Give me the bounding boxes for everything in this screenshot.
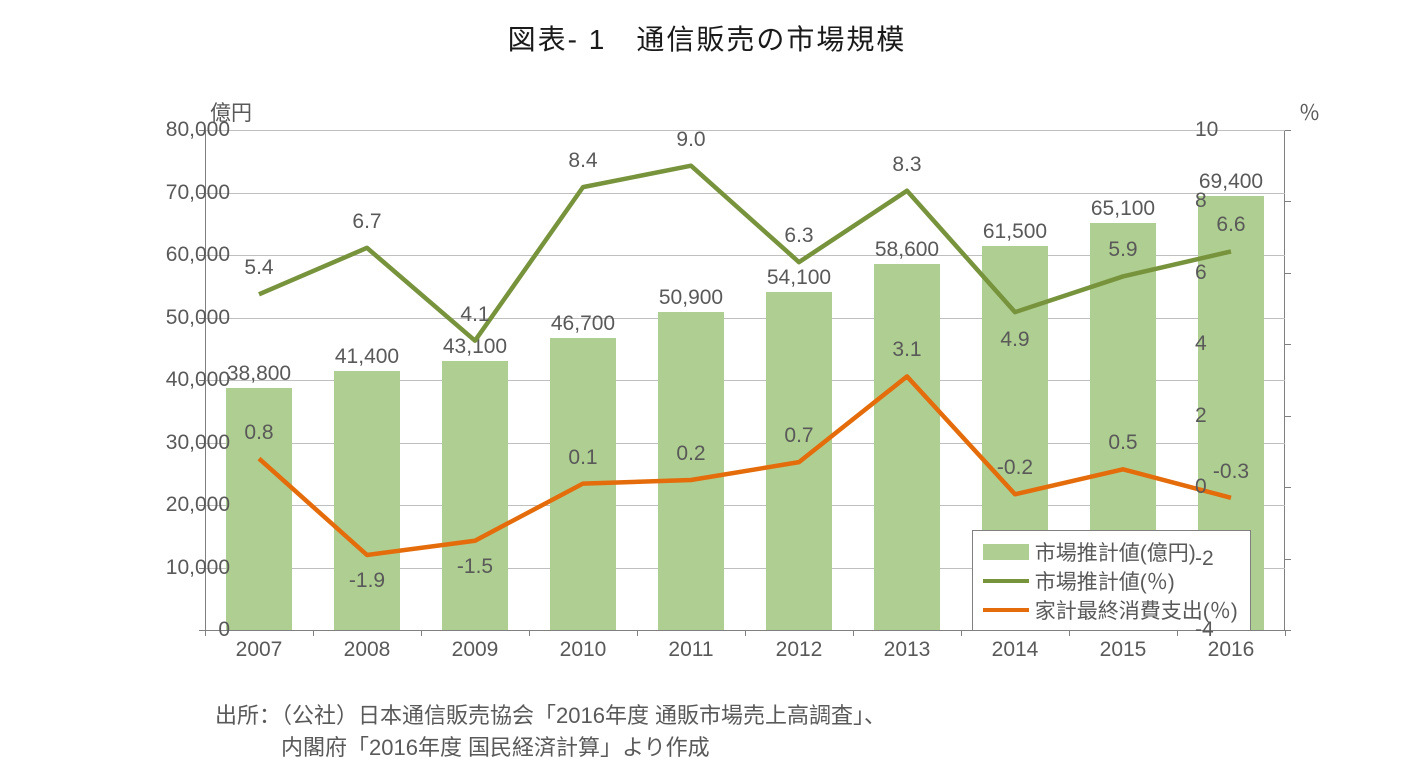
ytick-right-label: 6	[1195, 261, 1245, 285]
legend-line-icon	[983, 608, 1029, 612]
legend-line-icon	[983, 579, 1029, 583]
x-category-label: 2010	[560, 638, 607, 662]
ytick-right-label: 10	[1195, 118, 1245, 142]
right-axis-title: ％	[1299, 97, 1320, 127]
ytick-left-label: 10,000	[130, 556, 230, 580]
tick-mark	[1285, 416, 1291, 417]
ytick-left-label: 30,000	[130, 431, 230, 455]
x-category-label: 2012	[776, 638, 823, 662]
x-category-label: 2007	[236, 638, 283, 662]
ytick-left-label: 70,000	[130, 181, 230, 205]
line-value-label: -1.5	[457, 555, 493, 579]
line-value-label: 0.5	[1108, 431, 1137, 455]
plot-region: 38,800200741,400200843,100200946,7002010…	[205, 130, 1285, 630]
line-value-label: 0.2	[676, 442, 705, 466]
ytick-right-label: 2	[1195, 404, 1245, 428]
ytick-right-label: 8	[1195, 189, 1245, 213]
tick-mark	[529, 630, 530, 636]
tick-mark	[1285, 630, 1286, 636]
ytick-right-label: 4	[1195, 332, 1245, 356]
line-value-label: 3.1	[892, 338, 921, 362]
line-value-label: 6.3	[784, 224, 813, 248]
line-value-label: -1.9	[349, 569, 385, 593]
line-value-label: 5.9	[1108, 238, 1137, 262]
line-series	[259, 376, 1231, 555]
x-category-label: 2015	[1100, 638, 1147, 662]
tick-mark	[1285, 559, 1291, 560]
line-value-label: 0.1	[568, 446, 597, 470]
tick-mark	[1285, 344, 1291, 345]
line-value-label: 4.1	[460, 303, 489, 327]
x-category-label: 2014	[992, 638, 1039, 662]
line-value-label: 0.8	[244, 421, 273, 445]
ytick-left-label: 60,000	[130, 243, 230, 267]
page-title: 図表- 1 通信販売の市場規模	[0, 0, 1414, 58]
line-value-label: 6.7	[352, 210, 381, 234]
tick-mark	[1285, 487, 1291, 488]
source-line-2: 内閣府「2016年度 国民経済計算」より作成	[215, 732, 710, 764]
tick-mark	[1285, 130, 1291, 131]
tick-mark	[313, 630, 314, 636]
ytick-right-label: -2	[1195, 547, 1245, 571]
tick-mark	[961, 630, 962, 636]
line-value-label: 8.3	[892, 153, 921, 177]
line-value-label: -0.2	[997, 456, 1033, 480]
ytick-left-label: 80,000	[130, 118, 230, 142]
legend-label: 市場推計値(％)	[1035, 566, 1175, 596]
line-value-label: 4.9	[1000, 328, 1029, 352]
x-category-label: 2011	[668, 638, 713, 662]
ytick-right-label: 0	[1195, 475, 1245, 499]
tick-mark	[745, 630, 746, 636]
tick-mark	[853, 630, 854, 636]
x-category-label: 2009	[452, 638, 499, 662]
x-category-label: 2008	[344, 638, 391, 662]
x-category-label: 2013	[884, 638, 931, 662]
chart-area: 億円 ％ 38,800200741,400200843,100200946,70…	[105, 85, 1320, 670]
chart-container: 図表- 1 通信販売の市場規模 億円 ％ 38,800200741,400200…	[0, 0, 1414, 772]
ytick-left-label: 40,000	[130, 368, 230, 392]
tick-mark	[421, 630, 422, 636]
line-value-label: 9.0	[676, 128, 705, 152]
ytick-left-label: 0	[130, 618, 230, 642]
line-value-label: 8.4	[568, 149, 597, 173]
line-value-label: 5.4	[244, 256, 273, 280]
source-line-1: 出所：（公社）日本通信販売協会「2016年度 通販市場売上高調査」、	[215, 700, 886, 732]
ytick-left-label: 20,000	[130, 493, 230, 517]
legend: 市場推計値(億円)市場推計値(％)家計最終消費支出(％)	[972, 530, 1251, 631]
tick-mark	[1285, 273, 1291, 274]
line-value-label: 6.6	[1216, 213, 1245, 237]
ytick-left-label: 50,000	[130, 306, 230, 330]
line-series	[259, 166, 1231, 341]
legend-swatch-icon	[983, 544, 1029, 560]
tick-mark	[637, 630, 638, 636]
ytick-right-label: -4	[1195, 618, 1245, 642]
legend-label: 市場推計値(億円)	[1035, 537, 1196, 567]
line-value-label: 0.7	[784, 424, 813, 448]
tick-mark	[1285, 201, 1291, 202]
